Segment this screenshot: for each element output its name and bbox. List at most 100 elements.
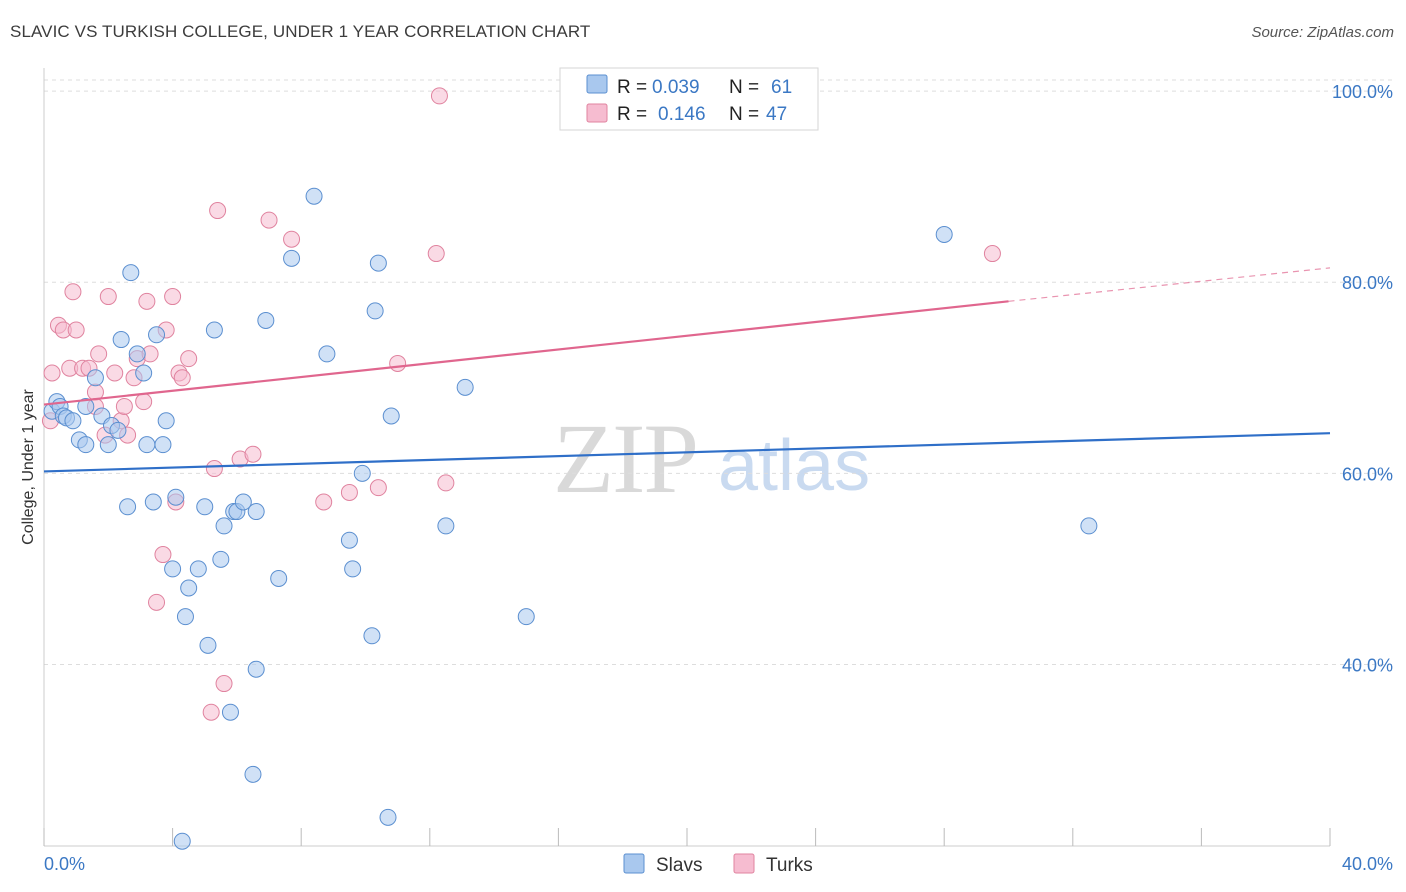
chart-title: SLAVIC VS TURKISH COLLEGE, UNDER 1 YEAR … [10, 22, 591, 41]
slavs-point-39 [247, 660, 265, 678]
bottom-legend-swatch-slavs [623, 853, 645, 874]
turks-point-38 [283, 230, 301, 248]
turks-point-10 [90, 345, 108, 363]
turks-trend-extension [1008, 267, 1331, 302]
series-slavs [43, 82, 1098, 850]
slavs-point-17 [128, 345, 146, 363]
y-axis-label: College, Under 1 year [20, 389, 37, 545]
slavs-trend-line [43, 432, 1331, 473]
slavs-point-28 [189, 560, 207, 578]
slavs-point-53 [382, 407, 400, 425]
turks-point-24 [154, 546, 172, 564]
slavs-point-60 [173, 832, 191, 850]
turks-point-45 [430, 87, 448, 105]
turks-point-36 [244, 445, 262, 463]
slavs-point-45 [318, 345, 336, 363]
bottom-legend-label-slavs: Slavs [656, 855, 702, 876]
turks-point-21 [138, 292, 156, 310]
legend-n-label-turks: N = [729, 104, 759, 125]
slavs-point-12 [99, 436, 117, 454]
slavs-point-18 [135, 364, 153, 382]
turks-point-30 [180, 350, 198, 368]
turks-point-31 [202, 703, 220, 721]
slavs-point-9 [86, 369, 104, 387]
turks-point-16 [115, 397, 133, 415]
bottom-legend-swatch-turks [733, 853, 755, 874]
slavs-point-44 [305, 187, 323, 205]
slavs-point-23 [157, 412, 175, 430]
slavs-point-51 [363, 627, 381, 645]
grid-lines [44, 79, 1392, 665]
turks-point-23 [148, 593, 166, 611]
slavs-point-31 [205, 321, 223, 339]
slavs-point-52 [379, 808, 397, 826]
legend-r-label-slavs: R = [617, 77, 647, 98]
turks-point-5 [64, 283, 82, 301]
slavs-point-58 [935, 225, 953, 243]
turks-point-26 [164, 288, 182, 306]
turks-point-32 [205, 460, 223, 478]
stats-legend: R = 0.039 N = 61 R = 0.146 N = 47 [559, 67, 819, 131]
slavs-point-56 [517, 608, 535, 626]
slavs-point-19 [138, 436, 156, 454]
y-tick-label-80: 80.0% [1342, 273, 1393, 293]
slavs-point-33 [215, 517, 233, 535]
axes [43, 68, 1331, 847]
legend-r-value-slavs: 0.039 [652, 77, 700, 98]
turks-point-42 [389, 354, 407, 372]
turks-trend-line [43, 300, 1009, 406]
turks-point-44 [437, 474, 455, 492]
slavs-point-41 [244, 765, 262, 783]
turks-point-46 [983, 245, 1001, 263]
turks-point-1 [43, 364, 61, 382]
slavs-point-48 [353, 464, 371, 482]
turks-point-41 [369, 479, 387, 497]
y-tick-label-40: 40.0% [1342, 655, 1393, 675]
slavs-point-55 [456, 378, 474, 396]
slavs-point-54 [437, 517, 455, 535]
turks-point-13 [99, 288, 117, 306]
slavs-point-21 [148, 326, 166, 344]
legend-n-value-turks: 47 [766, 104, 787, 125]
slavs-point-5 [64, 412, 82, 430]
slavs-point-27 [180, 579, 198, 597]
slavs-point-7 [77, 436, 95, 454]
watermark-zip: ZIP [553, 403, 697, 514]
legend-swatch-slavs [586, 74, 608, 94]
slavs-point-20 [144, 493, 162, 511]
slavs-point-50 [369, 254, 387, 272]
slavs-point-25 [167, 488, 185, 506]
slavs-point-26 [176, 608, 194, 626]
turks-point-39 [315, 493, 333, 511]
slavs-point-8 [77, 397, 95, 415]
turks-point-6 [67, 321, 85, 339]
turks-point-40 [340, 483, 358, 501]
slavs-point-49 [366, 302, 384, 320]
turks-point-20 [135, 393, 153, 411]
slavs-point-22 [154, 436, 172, 454]
slavs-point-36 [234, 493, 252, 511]
legend-r-value-turks: 0.146 [658, 104, 706, 125]
slavs-point-13 [109, 421, 127, 439]
slavs-point-46 [340, 531, 358, 549]
bottom-legend-label-turks: Turks [766, 855, 813, 876]
tick-labels: 40.0% 60.0% 80.0% 100.0% 0.0% 40.0% [44, 82, 1393, 874]
slavs-point-40 [257, 311, 275, 329]
turks-point-14 [106, 364, 124, 382]
slavs-point-30 [199, 636, 217, 654]
slavs-point-16 [122, 264, 140, 282]
legend-swatch-turks [586, 103, 608, 123]
slavs-point-14 [112, 331, 130, 349]
source-credit: Source: ZipAtlas.com [1251, 24, 1394, 41]
series-turks [41, 87, 1001, 721]
slavs-point-47 [344, 560, 362, 578]
slavs-point-42 [270, 569, 288, 587]
slavs-point-38 [247, 503, 265, 521]
turks-point-37 [260, 211, 278, 229]
legend-n-label-slavs: N = [729, 77, 759, 98]
slavs-point-37 [221, 703, 239, 721]
slavs-point-32 [212, 550, 230, 568]
slavs-point-29 [196, 498, 214, 516]
turks-point-34 [215, 675, 233, 693]
